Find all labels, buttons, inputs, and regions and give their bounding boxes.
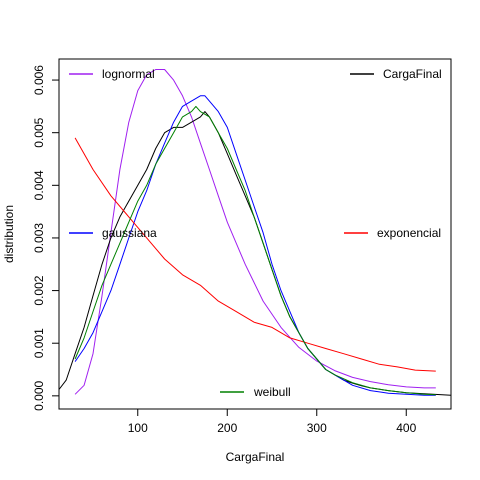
- series-line-lognormal: [74, 69, 436, 395]
- legend-entry-lognormal: lognormal: [69, 67, 155, 81]
- series-lines: [58, 69, 452, 396]
- y-tick-label: 0.004: [32, 170, 46, 200]
- legend-label: gaussiana: [102, 226, 157, 240]
- series-line-weibull: [74, 105, 436, 396]
- legend-label: CargaFinal: [383, 67, 442, 81]
- series-line-cargafinal: [58, 111, 452, 396]
- y-tick-label: 0.005: [32, 117, 46, 147]
- series-line-gaussiana: [74, 95, 436, 396]
- x-tick-label: 200: [217, 421, 237, 435]
- x-axis-label: CargaFinal: [226, 450, 285, 464]
- x-tick-label: 300: [307, 421, 327, 435]
- x-tick-label: 400: [396, 421, 416, 435]
- y-tick-label: 0.002: [32, 275, 46, 305]
- y-axis: 0.000 0.001 0.002 0.003 0.004 0.005 0.006: [32, 65, 60, 411]
- legend-label: weibull: [253, 385, 291, 399]
- y-tick-label: 0.000: [32, 381, 46, 411]
- legend-entry-exponencial: exponencial: [344, 226, 441, 240]
- legend-entry-weibull: weibull: [220, 385, 291, 399]
- legend-entry-cargafinal: CargaFinal: [350, 67, 442, 81]
- x-tick-label: 100: [128, 421, 148, 435]
- legend-label: exponencial: [377, 226, 441, 240]
- y-tick-label: 0.003: [32, 223, 46, 253]
- legend-entry-gaussiana: gaussiana: [69, 226, 157, 240]
- series-line-exponencial: [74, 137, 436, 372]
- legend-label: lognormal: [102, 67, 155, 81]
- y-tick-label: 0.006: [32, 65, 46, 95]
- x-axis: 100 200 300 400: [128, 408, 417, 435]
- legend: lognormal CargaFinal gaussiana exponencial w…: [69, 67, 442, 399]
- y-axis-label: distribution: [2, 205, 16, 263]
- y-tick-label: 0.001: [32, 328, 46, 358]
